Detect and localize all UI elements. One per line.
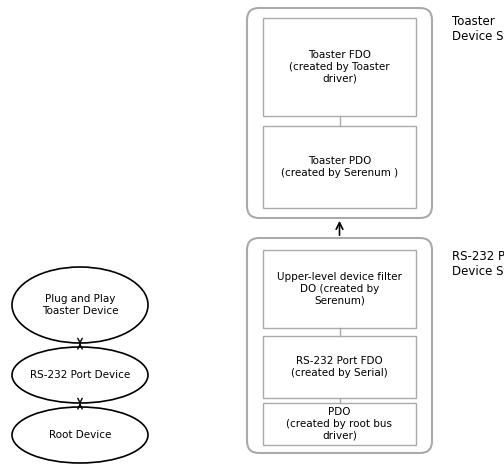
FancyBboxPatch shape [247,238,432,453]
Text: Toaster PDO
(created by Serenum ): Toaster PDO (created by Serenum ) [281,156,398,178]
Text: Toaster FDO
(created by Toaster
driver): Toaster FDO (created by Toaster driver) [289,50,390,84]
Text: Upper-level device filter
DO (created by
Serenum): Upper-level device filter DO (created by… [277,272,402,306]
Text: Plug and Play
Toaster Device: Plug and Play Toaster Device [42,294,118,316]
Text: RS-232 Port
Device Stack: RS-232 Port Device Stack [452,250,504,278]
Text: RS-232 Port FDO
(created by Serial): RS-232 Port FDO (created by Serial) [291,356,388,378]
Text: Root Device: Root Device [49,430,111,440]
Ellipse shape [12,347,148,403]
Text: PDO
(created by root bus
driver): PDO (created by root bus driver) [286,407,393,441]
Bar [263,18,416,116]
Bar [263,403,416,445]
Text: Toaster
Device Stack: Toaster Device Stack [452,15,504,43]
Bar [263,126,416,208]
FancyBboxPatch shape [247,8,432,218]
Ellipse shape [12,267,148,343]
Bar [263,336,416,398]
Bar [263,250,416,328]
Text: RS-232 Port Device: RS-232 Port Device [30,370,130,380]
Ellipse shape [12,407,148,463]
